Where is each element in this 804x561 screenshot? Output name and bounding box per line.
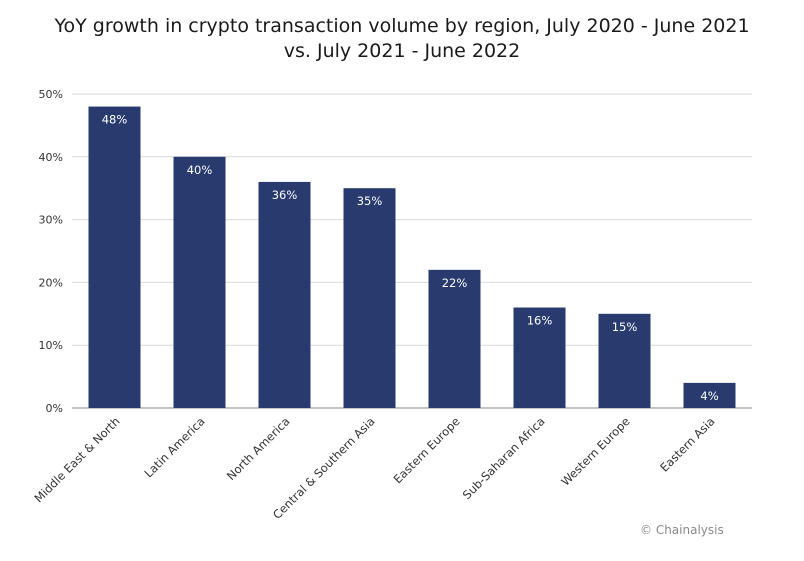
x-axis-labels: Middle East & North Latin America North Am… xyxy=(31,414,717,522)
chart-title-line-2: vs. July 2021 - June 2022 xyxy=(283,40,521,62)
bar xyxy=(88,106,141,408)
y-axis-ticks: 0% 10% 20% 30% 40% 50% xyxy=(39,88,63,415)
bar-value-label: 36% xyxy=(272,188,298,202)
y-tick-label: 20% xyxy=(39,276,63,289)
y-tick-label: 10% xyxy=(39,339,63,352)
chart-title-line-1: YoY growth in crypto transaction volume … xyxy=(54,15,750,37)
y-tick-label: 30% xyxy=(39,214,63,227)
bar-value-label: 48% xyxy=(102,113,128,127)
x-category-label: Latin America xyxy=(141,414,207,480)
x-category-label: North America xyxy=(224,414,293,483)
y-tick-label: 50% xyxy=(39,88,63,101)
bar xyxy=(428,269,481,408)
bar xyxy=(173,156,226,408)
x-category-label: Middle East & North xyxy=(31,414,122,505)
y-tick-label: 40% xyxy=(39,151,63,164)
copyright-text: © Chainalysis xyxy=(640,523,724,537)
y-tick-label: 0% xyxy=(46,402,63,415)
bar xyxy=(598,313,651,408)
bar-value-label: 16% xyxy=(527,314,553,328)
bar-value-label: 15% xyxy=(612,320,638,334)
bar-value-label: 22% xyxy=(442,276,468,290)
x-category-label: Eastern Europe xyxy=(391,414,463,486)
bar xyxy=(683,382,736,408)
chart-title: YoY growth in crypto transaction volume … xyxy=(0,14,804,64)
bar-value-label: 35% xyxy=(357,194,383,208)
x-category-label: Western Europe xyxy=(558,414,632,488)
bars: 48% 40% 36% 35% 22% 16% 15% 4% xyxy=(88,106,736,408)
bar-value-label: 40% xyxy=(187,163,213,177)
bar xyxy=(343,188,396,408)
x-category-label: Sub-Saharan Africa xyxy=(460,414,548,502)
bar-value-label: 4% xyxy=(700,389,718,403)
bar xyxy=(258,181,311,408)
x-category-label: Eastern Asia xyxy=(657,414,717,474)
bar xyxy=(513,307,566,408)
